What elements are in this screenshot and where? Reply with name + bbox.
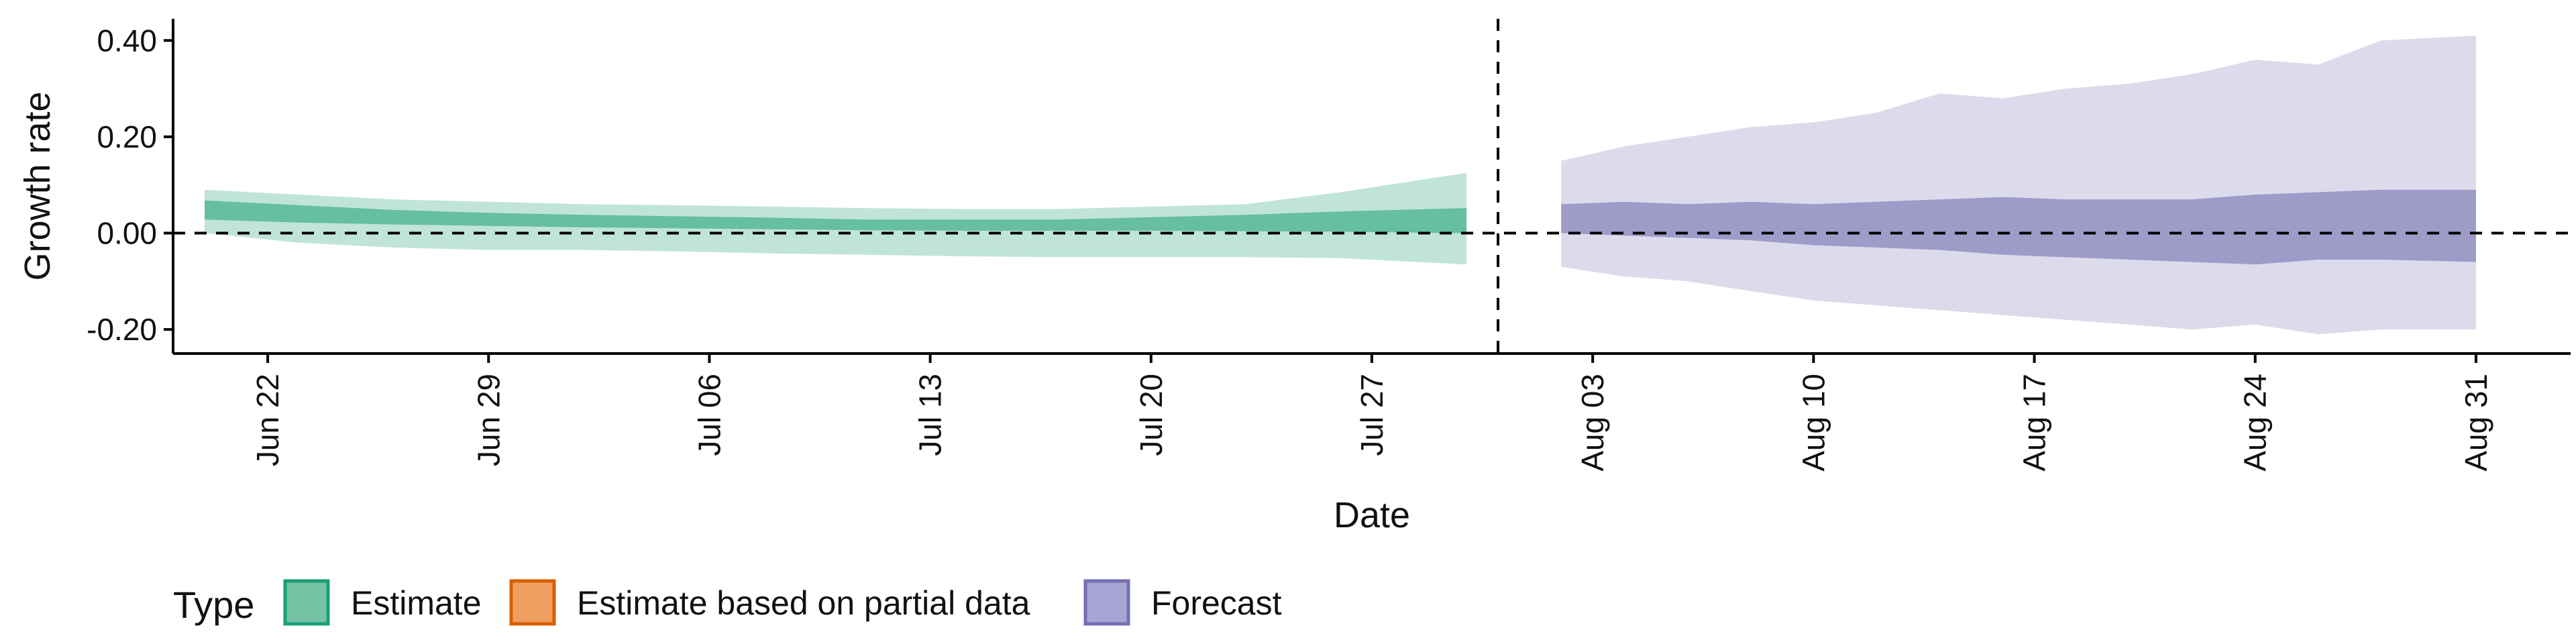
legend-label-estimate: Estimate: [351, 584, 482, 622]
x-tick-label: Jul 13: [913, 374, 948, 456]
series-forecast: [1561, 36, 2476, 335]
reference-lines: [173, 19, 2571, 354]
y-tick-label: 0.00: [97, 216, 157, 251]
x-tick-label: Aug 03: [1575, 374, 1610, 472]
x-axis-ticks: Jun 22 Jun 29 Jul 06 Jul 13 Jul 20 Jul 27 Aug …: [250, 354, 2493, 472]
legend-label-estimate-based-on-partial-data: Estimate based on partial data: [577, 584, 1030, 622]
legend-title: Type: [173, 584, 254, 626]
legend: Type Estimate Estimate based on partial d…: [173, 579, 1282, 626]
y-axis-ticks: -0.20 0.00 0.20 0.40: [87, 23, 173, 347]
y-axis-title: Growth rate: [17, 91, 58, 280]
y-tick-label: 0.40: [97, 23, 157, 58]
x-tick-label: Aug 31: [2459, 374, 2493, 472]
x-tick-label: Aug 17: [2017, 374, 2052, 472]
series-estimate: [205, 172, 1467, 265]
x-tick-label: Aug 10: [1796, 374, 1831, 472]
series-bands: [205, 36, 2476, 335]
legend-swatch-estimate: [283, 579, 330, 626]
y-tick-label: -0.20: [87, 312, 157, 347]
legend-label-forecast: Forecast: [1151, 584, 1282, 622]
band-inner-forecast: [1561, 189, 2476, 265]
x-axis-title: Date: [1334, 495, 1410, 535]
x-tick-label: Jul 27: [1354, 374, 1389, 456]
x-tick-label: Jun 29: [471, 374, 506, 466]
x-tick-label: Aug 24: [2238, 374, 2273, 472]
legend-swatch-estimate-based-on-partial-data: [509, 579, 556, 626]
band-outer-forecast: [1561, 36, 2476, 335]
legend-swatch-forecast: [1083, 579, 1130, 626]
x-tick-label: Jun 22: [250, 374, 285, 466]
band-inner-estimate: [205, 200, 1467, 233]
y-tick-label: 0.20: [97, 119, 157, 154]
x-tick-label: Jul 20: [1134, 374, 1169, 456]
x-tick-label: Jul 06: [692, 374, 727, 456]
band-outer-estimate: [205, 172, 1467, 265]
